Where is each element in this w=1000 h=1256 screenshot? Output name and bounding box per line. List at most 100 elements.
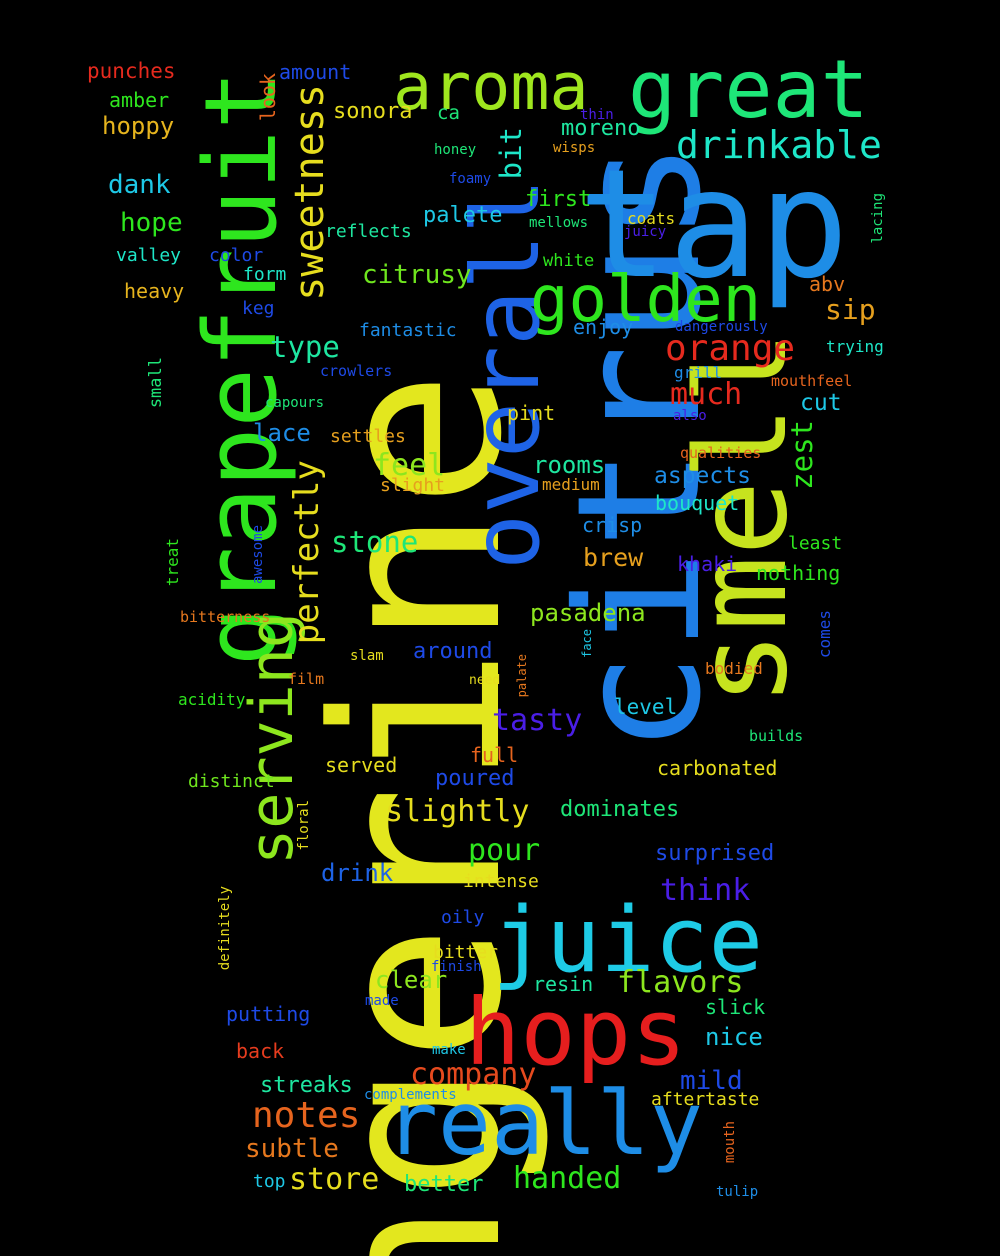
- word-hops: hops: [465, 979, 687, 1086]
- word-grapefruit: grapefruit: [184, 69, 299, 667]
- word-made: made: [365, 993, 399, 1009]
- word-store: store: [289, 1162, 380, 1197]
- word-slight: slight: [380, 475, 446, 496]
- word-make: make: [432, 1042, 466, 1058]
- word-amber: amber: [109, 88, 170, 112]
- word-golden: golden: [530, 263, 762, 337]
- word-builds: builds: [749, 727, 804, 745]
- word-color: color: [209, 245, 264, 266]
- word-medium: medium: [542, 475, 600, 494]
- word-company: company: [410, 1057, 537, 1092]
- word-qualities: qualities: [680, 444, 762, 462]
- word-first: first: [525, 187, 592, 212]
- word-dominates: dominates: [560, 797, 680, 822]
- word-form: form: [243, 264, 287, 285]
- word-small: small: [146, 356, 166, 409]
- word-surprised: surprised: [655, 841, 775, 866]
- word-capours: capours: [265, 395, 325, 411]
- word-comes: comes: [815, 609, 834, 659]
- word-complements: complements: [364, 1087, 457, 1103]
- word-drinkable: drinkable: [676, 123, 882, 167]
- word-bodied: bodied: [705, 659, 763, 678]
- word-hoppy: hoppy: [102, 112, 175, 140]
- word-dank: dank: [108, 170, 171, 200]
- word-hope: hope: [120, 208, 183, 238]
- word-white: white: [543, 251, 595, 271]
- word-served: served: [325, 753, 398, 777]
- word-back: back: [236, 1039, 285, 1063]
- word-slick: slick: [705, 995, 766, 1019]
- word-rooms: rooms: [533, 451, 606, 479]
- word-dangerously: dangerously: [675, 319, 768, 335]
- word-abv: abv: [809, 272, 846, 296]
- word-overall: overall: [452, 177, 560, 570]
- word-mouthfeel: mouthfeel: [771, 372, 853, 390]
- word-lacing: lacing: [870, 192, 886, 244]
- word-bouquet: bouquet: [655, 491, 740, 515]
- word-oily: oily: [441, 907, 485, 928]
- word-aftertaste: aftertaste: [651, 1089, 760, 1110]
- word-poured: poured: [435, 766, 515, 791]
- word-heavy: heavy: [124, 279, 185, 303]
- word-stone: stone: [331, 525, 419, 559]
- word-zest: zest: [785, 419, 819, 490]
- word-handed: handed: [513, 1161, 622, 1196]
- word-face: face: [580, 628, 594, 658]
- word-amount: amount: [279, 60, 352, 84]
- word-carbonated: carbonated: [657, 756, 778, 780]
- word-top: top: [253, 1171, 286, 1192]
- word-moreno: moreno: [561, 116, 641, 141]
- word-type: type: [270, 330, 340, 364]
- word-intense: intense: [463, 871, 539, 892]
- word-full: full: [470, 743, 519, 767]
- word-notes: notes: [252, 1095, 361, 1136]
- word-juicy: juicy: [624, 224, 667, 240]
- word-resin: resin: [533, 972, 594, 996]
- word-need: need: [469, 673, 501, 688]
- word-really: really: [385, 1072, 703, 1175]
- word-grill: grill: [674, 363, 723, 382]
- word-thin: thin: [580, 107, 614, 123]
- word-nice: nice: [705, 1023, 763, 1051]
- word-slam: slam: [350, 648, 384, 664]
- word-better: better: [404, 1172, 484, 1197]
- word-film: film: [288, 670, 325, 688]
- word-punches: punches: [87, 59, 176, 83]
- word-tulip: tulip: [716, 1184, 759, 1200]
- word-flavors: flavors: [617, 965, 744, 1000]
- word-floral: floral: [296, 799, 312, 851]
- word-foamy: foamy: [449, 171, 492, 187]
- word-settles: settles: [330, 426, 406, 447]
- word-tap: tap: [578, 138, 849, 312]
- word-distinct: distinct: [188, 771, 275, 792]
- word-perfectly: perfectly: [287, 459, 327, 645]
- word-citrusy: citrusy: [362, 260, 472, 290]
- word-much: much: [670, 377, 743, 412]
- word-drink: drink: [321, 859, 394, 887]
- word-least: least: [788, 533, 843, 554]
- word-serving: serving: [237, 611, 307, 865]
- word-clear: clear: [375, 966, 448, 994]
- word-awesome: awesome: [250, 524, 266, 585]
- word-sip: sip: [825, 293, 876, 326]
- word-mellows: mellows: [529, 215, 589, 231]
- word-subtle: subtle: [245, 1134, 339, 1164]
- word-honey: honey: [434, 142, 477, 158]
- word-slightly: slightly: [385, 794, 530, 829]
- word-bit: bit: [494, 126, 528, 180]
- word-palate: palate: [515, 653, 529, 698]
- word-khaki: khaki: [677, 552, 738, 576]
- word-bitterness: bitterness: [180, 608, 271, 626]
- word-pint: pint: [507, 401, 556, 425]
- word-lace: lace: [253, 419, 311, 447]
- word-putting: putting: [226, 1002, 311, 1026]
- word-palete: palete: [423, 203, 503, 228]
- word-look: look: [256, 72, 280, 122]
- word-around: around: [413, 639, 493, 664]
- word-orange: orange: [665, 328, 796, 369]
- word-bitter: bitter: [433, 942, 499, 963]
- word-enjoy: enjoy: [573, 315, 634, 339]
- word-mild: mild: [680, 1066, 743, 1096]
- word-pasadena: pasadena: [530, 599, 646, 627]
